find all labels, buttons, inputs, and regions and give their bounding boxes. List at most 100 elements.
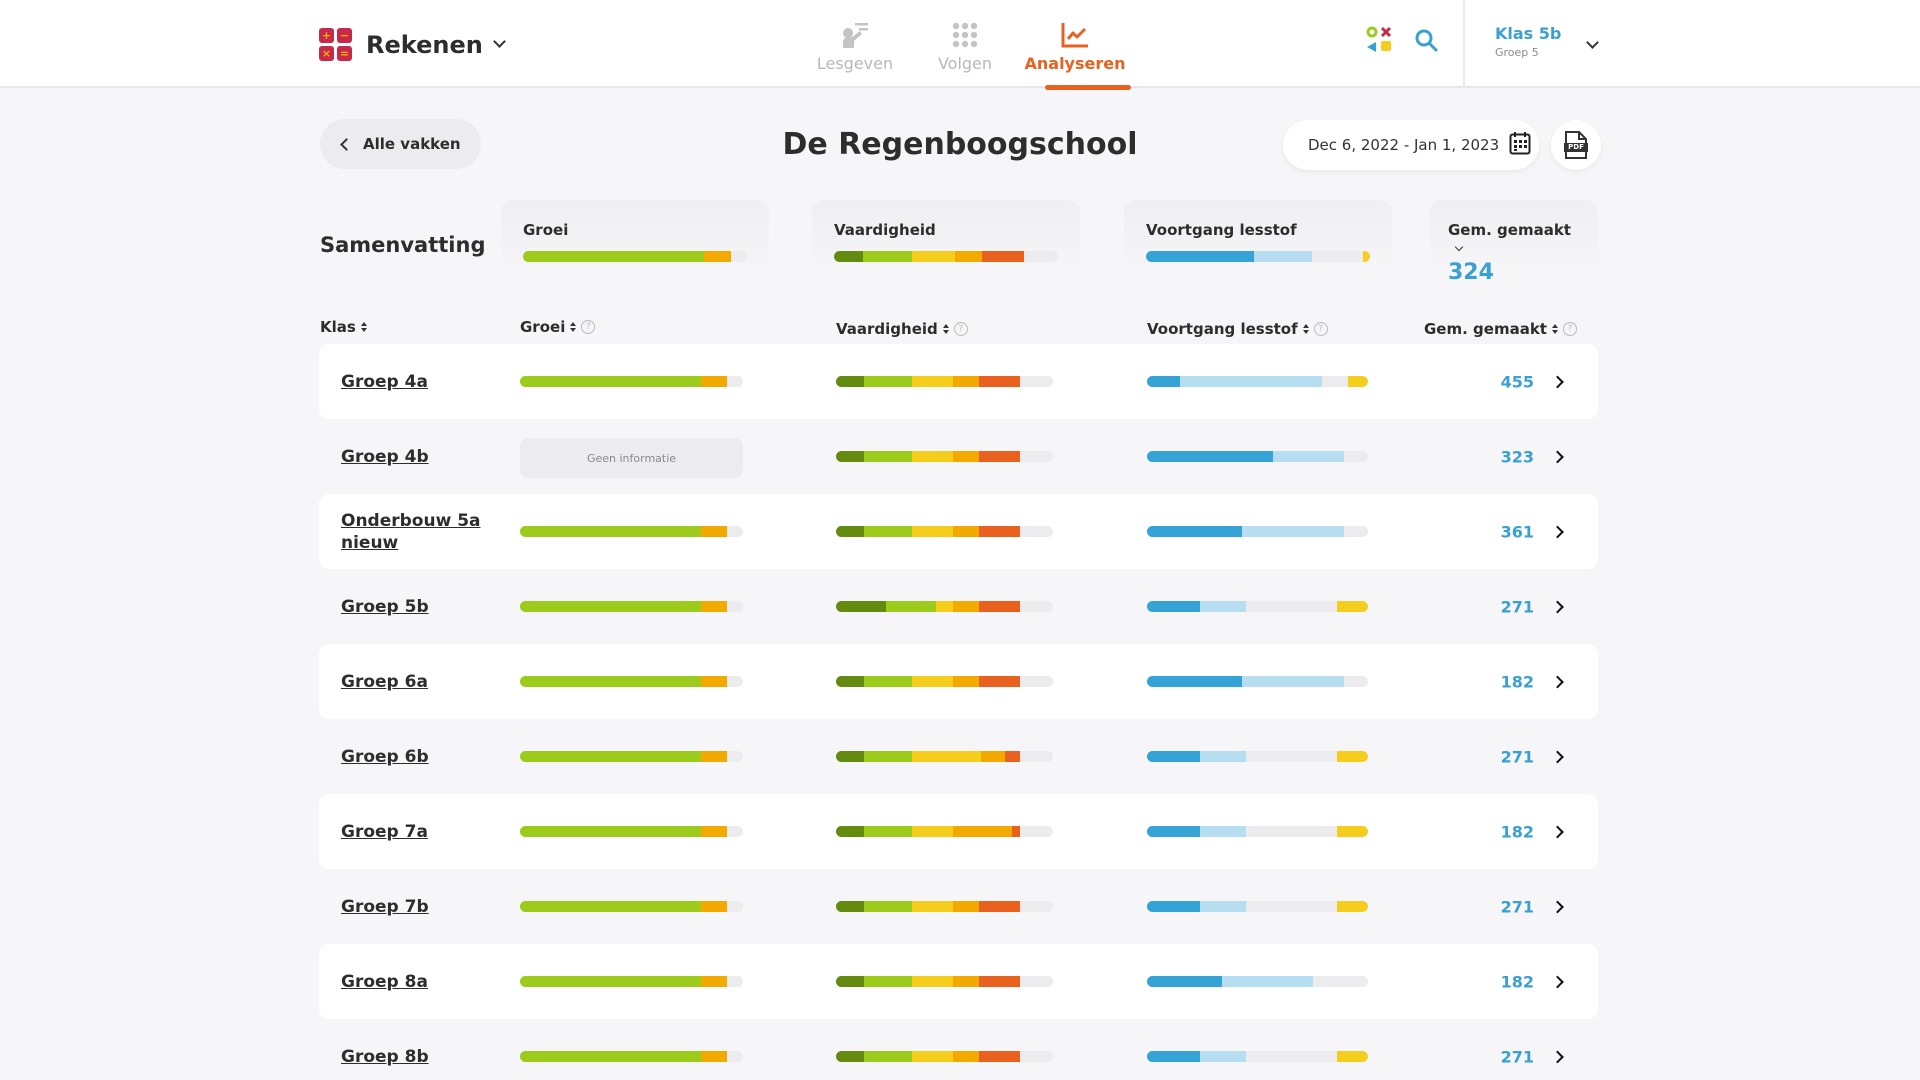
table-row[interactable]: Groep 8a 182 bbox=[319, 944, 1598, 1019]
klas-selector[interactable]: Klas 5b Groep 5 bbox=[1495, 24, 1561, 59]
chevron-right-icon[interactable] bbox=[1551, 675, 1564, 688]
table-row[interactable]: Groep 6a 182 bbox=[319, 644, 1598, 719]
voortgang-bar bbox=[1147, 601, 1368, 612]
class-name-link[interactable]: Groep 4b bbox=[341, 446, 429, 467]
pdf-label: PDF bbox=[1568, 143, 1584, 151]
calendar-icon bbox=[1509, 131, 1531, 159]
help-icon[interactable]: ? bbox=[953, 322, 968, 336]
column-header-groei[interactable]: Groei ? bbox=[520, 318, 596, 336]
bar-segment bbox=[1337, 1051, 1368, 1062]
back-to-all-subjects-button[interactable]: Alle vakken bbox=[320, 119, 481, 169]
bar-segment bbox=[979, 676, 1021, 687]
table-row[interactable]: Onderbouw 5a nieuw 361 bbox=[319, 494, 1598, 569]
bar-segment bbox=[911, 751, 982, 762]
shapes-icon[interactable] bbox=[1366, 26, 1394, 58]
help-icon[interactable]: ? bbox=[581, 320, 596, 334]
bar-segment bbox=[864, 376, 912, 387]
class-name-link[interactable]: Groep 8a bbox=[341, 971, 428, 992]
class-name-link[interactable]: Onderbouw 5a nieuw bbox=[341, 510, 481, 553]
class-name-link[interactable]: Groep 5b bbox=[341, 596, 429, 617]
export-pdf-button[interactable]: PDF bbox=[1551, 120, 1601, 170]
chevron-down-icon[interactable] bbox=[492, 35, 506, 48]
equals-glyph: = bbox=[337, 46, 352, 61]
table-row[interactable]: Groep 4a 455 bbox=[319, 344, 1598, 419]
summary-card-title: Gem. gemaakt bbox=[1448, 221, 1576, 257]
class-name-link[interactable]: Groep 6b bbox=[341, 746, 429, 767]
no-info-badge: Geen informatie bbox=[520, 438, 743, 478]
bar-segment bbox=[953, 376, 980, 387]
bar-segment bbox=[1242, 526, 1344, 537]
nav-lesgeven[interactable]: Lesgeven bbox=[800, 0, 910, 88]
table-row[interactable]: Groep 7a 182 bbox=[319, 794, 1598, 869]
table-row[interactable]: Groep 6b 271 bbox=[319, 719, 1598, 794]
search-icon[interactable] bbox=[1414, 28, 1438, 56]
bar-segment bbox=[979, 376, 1021, 387]
bar-segment bbox=[523, 251, 705, 262]
summary-card-gem-gemaakt[interactable]: Gem. gemaakt 324 bbox=[1430, 200, 1598, 285]
chevron-right-icon[interactable] bbox=[1551, 900, 1564, 913]
column-header-voortgang[interactable]: Voortgang lesstof ? bbox=[1147, 320, 1328, 338]
header-tools bbox=[1366, 26, 1438, 58]
table-row[interactable]: Groep 7b 271 bbox=[319, 869, 1598, 944]
class-name-link[interactable]: Groep 7a bbox=[341, 821, 428, 842]
table-row[interactable]: Groep 8b 271 bbox=[319, 1019, 1598, 1080]
class-name-link[interactable]: Groep 4a bbox=[341, 371, 428, 392]
vaardigheid-bar bbox=[836, 376, 1053, 387]
bar-segment bbox=[911, 451, 954, 462]
chevron-right-icon[interactable] bbox=[1551, 975, 1564, 988]
bar-segment bbox=[520, 526, 701, 537]
bar-segment bbox=[700, 751, 728, 762]
groei-bar bbox=[520, 676, 743, 687]
bar-segment bbox=[911, 1051, 954, 1062]
column-header-vaardigheid[interactable]: Vaardigheid ? bbox=[836, 320, 968, 338]
class-name-link[interactable]: Groep 8b bbox=[341, 1046, 429, 1067]
chevron-right-icon[interactable] bbox=[1551, 600, 1564, 613]
chevron-right-icon[interactable] bbox=[1551, 525, 1564, 538]
bar-segment bbox=[836, 376, 865, 387]
column-header-klas[interactable]: Klas bbox=[320, 318, 367, 336]
class-name-link[interactable]: Groep 7b bbox=[341, 896, 429, 917]
chevron-right-icon[interactable] bbox=[1551, 450, 1564, 463]
chevron-right-icon[interactable] bbox=[1551, 1050, 1564, 1063]
help-icon[interactable]: ? bbox=[1562, 322, 1577, 336]
vaardigheid-bar bbox=[836, 826, 1053, 837]
summary-label: Samenvatting bbox=[320, 233, 486, 257]
bar-segment bbox=[864, 901, 912, 912]
nav-label: Lesgeven bbox=[816, 54, 894, 73]
top-bar: + − × = Rekenen Lesgeven Volgen Analyser… bbox=[0, 0, 1920, 90]
bar-segment bbox=[520, 901, 701, 912]
summary-card-groei: Groei bbox=[501, 200, 769, 272]
bar-segment bbox=[1005, 751, 1021, 762]
bar-segment bbox=[911, 976, 954, 987]
help-icon[interactable]: ? bbox=[1313, 322, 1328, 336]
bar-segment bbox=[700, 901, 728, 912]
column-label: Vaardigheid bbox=[836, 320, 938, 338]
chevron-right-icon[interactable] bbox=[1551, 825, 1564, 838]
nav-analyseren[interactable]: Analyseren bbox=[1020, 0, 1131, 90]
bar-segment bbox=[1337, 901, 1368, 912]
bar-segment bbox=[520, 601, 701, 612]
sort-icon bbox=[1551, 324, 1558, 334]
class-name-link[interactable]: Groep 6a bbox=[341, 671, 428, 692]
bar-segment bbox=[1321, 376, 1349, 387]
voortgang-bar bbox=[1147, 976, 1368, 987]
sort-icon bbox=[360, 322, 367, 332]
chevron-down-icon[interactable] bbox=[1586, 36, 1599, 49]
klas-title: Klas 5b bbox=[1495, 24, 1562, 43]
subject-selector[interactable]: + − × = Rekenen bbox=[319, 28, 506, 61]
bar-segment bbox=[912, 251, 955, 262]
bar-segment bbox=[911, 826, 954, 837]
bar-segment bbox=[1337, 751, 1368, 762]
nav-volgen[interactable]: Volgen bbox=[910, 0, 1020, 88]
bar-segment bbox=[1147, 601, 1201, 612]
chevron-right-icon[interactable] bbox=[1551, 750, 1564, 763]
summary-card-title: Groei bbox=[523, 221, 569, 239]
bar-segment bbox=[953, 526, 980, 537]
table-row[interactable]: Groep 4b Geen informatie 323 bbox=[319, 419, 1598, 494]
column-header-gem-gemaakt[interactable]: Gem. gemaakt ? bbox=[1424, 320, 1577, 338]
bar-segment bbox=[911, 901, 954, 912]
chevron-right-icon[interactable] bbox=[1551, 375, 1564, 388]
summary-card-title: Vaardigheid bbox=[834, 221, 936, 239]
table-row[interactable]: Groep 5b 271 bbox=[319, 569, 1598, 644]
date-range-picker[interactable]: Dec 6, 2022 - Jan 1, 2023 bbox=[1283, 120, 1539, 170]
